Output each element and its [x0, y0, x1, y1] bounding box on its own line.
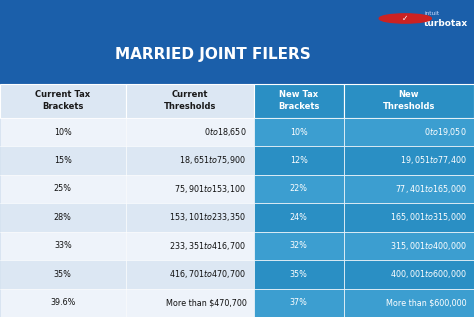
Bar — [254, 175, 344, 203]
Text: $77,401 to $165,000: $77,401 to $165,000 — [395, 183, 467, 195]
Bar — [344, 118, 474, 146]
Text: turbotax: turbotax — [424, 19, 468, 28]
Bar — [344, 203, 474, 232]
Bar — [254, 118, 344, 146]
Text: $400,001 to $600,000: $400,001 to $600,000 — [390, 268, 467, 280]
Text: 15%: 15% — [54, 156, 72, 165]
Text: $0 to $19,050: $0 to $19,050 — [424, 126, 467, 138]
Circle shape — [379, 14, 431, 23]
Bar — [0, 232, 126, 260]
Text: 10%: 10% — [290, 127, 308, 137]
Bar — [344, 146, 474, 175]
Text: $19,051 to $77,400: $19,051 to $77,400 — [400, 154, 467, 166]
Bar — [126, 260, 254, 288]
Bar — [0, 288, 126, 317]
Bar — [126, 175, 254, 203]
Bar — [254, 232, 344, 260]
Text: MARRIED JOINT FILERS: MARRIED JOINT FILERS — [116, 47, 311, 62]
Text: 37%: 37% — [290, 298, 308, 307]
Text: $75,901 to $153,100: $75,901 to $153,100 — [174, 183, 246, 195]
Text: intuit: intuit — [424, 11, 439, 16]
Text: ✓: ✓ — [402, 14, 409, 23]
Bar — [254, 84, 344, 118]
Text: New
Thresholds: New Thresholds — [383, 90, 435, 111]
Bar — [344, 288, 474, 317]
Text: 25%: 25% — [54, 184, 72, 193]
Text: $233,351 to $416,700: $233,351 to $416,700 — [169, 240, 246, 252]
Text: $18,651 to $75,900: $18,651 to $75,900 — [180, 154, 246, 166]
Bar — [254, 288, 344, 317]
Bar — [254, 203, 344, 232]
Text: 22%: 22% — [290, 184, 308, 193]
Text: 24%: 24% — [290, 213, 308, 222]
Text: Current Tax
Brackets: Current Tax Brackets — [35, 90, 91, 111]
Text: 35%: 35% — [290, 270, 308, 279]
Text: More than $600,000: More than $600,000 — [386, 298, 467, 307]
Text: 32%: 32% — [290, 241, 308, 250]
Text: $416,701 to $470,700: $416,701 to $470,700 — [169, 268, 246, 280]
Bar — [344, 232, 474, 260]
Bar — [0, 146, 126, 175]
Bar — [126, 146, 254, 175]
Text: $315,001 to $400,000: $315,001 to $400,000 — [390, 240, 467, 252]
Bar — [126, 84, 254, 118]
Text: $153,101 to $233,350: $153,101 to $233,350 — [169, 211, 246, 223]
Bar — [0, 175, 126, 203]
Text: $0 to $18,650: $0 to $18,650 — [204, 126, 246, 138]
Text: New Tax
Brackets: New Tax Brackets — [278, 90, 319, 111]
Bar — [254, 260, 344, 288]
Bar — [344, 84, 474, 118]
Bar — [126, 232, 254, 260]
Bar — [126, 203, 254, 232]
Bar — [344, 260, 474, 288]
Text: 33%: 33% — [54, 241, 72, 250]
Bar — [0, 203, 126, 232]
Text: 28%: 28% — [54, 213, 72, 222]
Bar — [126, 288, 254, 317]
Text: 39.6%: 39.6% — [50, 298, 75, 307]
Text: Current
Thresholds: Current Thresholds — [164, 90, 216, 111]
Text: More than $470,700: More than $470,700 — [165, 298, 246, 307]
Bar — [344, 175, 474, 203]
Text: 12%: 12% — [290, 156, 308, 165]
Text: 35%: 35% — [54, 270, 72, 279]
Text: 10%: 10% — [54, 127, 72, 137]
Bar — [0, 84, 126, 118]
Bar — [254, 146, 344, 175]
Text: $165,001 to $315,000: $165,001 to $315,000 — [390, 211, 467, 223]
Bar — [126, 118, 254, 146]
Bar — [0, 118, 126, 146]
Bar — [0, 260, 126, 288]
